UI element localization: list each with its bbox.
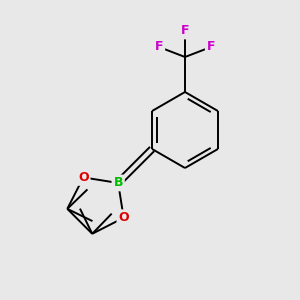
Text: F: F <box>155 40 163 53</box>
Text: F: F <box>207 40 215 53</box>
Text: O: O <box>118 211 129 224</box>
Text: F: F <box>181 25 189 38</box>
Text: B: B <box>113 176 123 189</box>
Text: O: O <box>78 171 88 184</box>
